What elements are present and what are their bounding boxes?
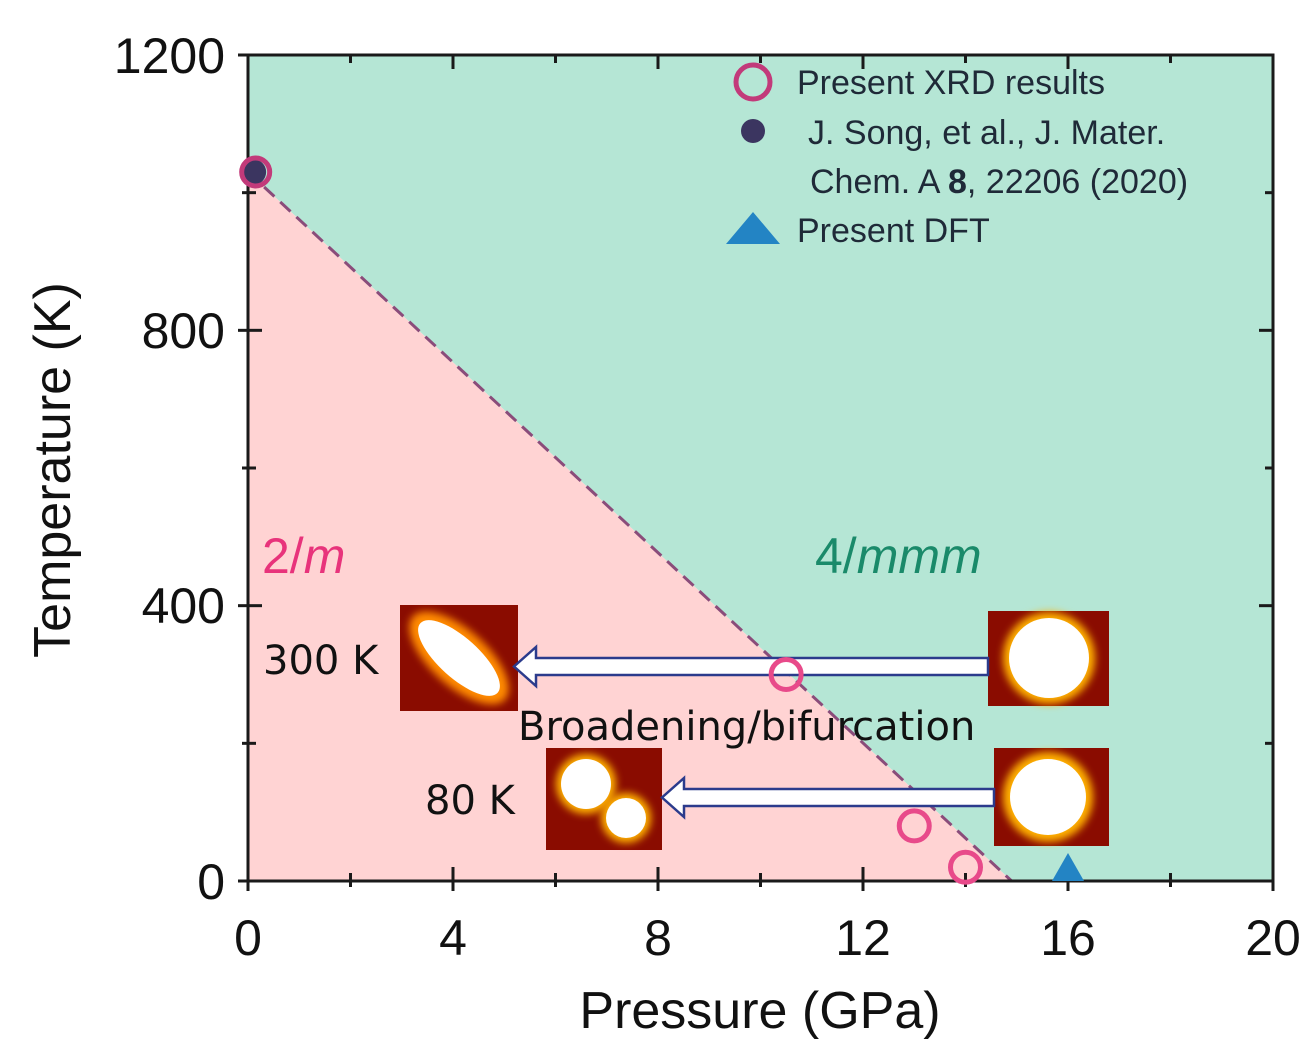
phase-label-4mmm: 4/mmm <box>815 528 982 584</box>
legend-label-song-line2: Chem. A 8, 22206 (2020) <box>810 163 1188 201</box>
data-point-dft <box>1052 853 1084 881</box>
x-axis-title: Pressure (GPa) <box>579 982 940 1040</box>
x-tick-label: 0 <box>234 910 262 966</box>
legend-marker-dft <box>726 212 780 244</box>
data-markers <box>239 155 1084 885</box>
y-tick-label: 1200 <box>114 28 225 84</box>
inset-300k-right <box>988 611 1109 706</box>
annotation-broadening: Broadening/bifurcation <box>518 704 975 750</box>
axes-frame <box>238 53 1275 891</box>
inset-300k-left <box>400 605 518 711</box>
legend-label-song-line1: J. Song, et al., J. Mater. <box>808 114 1165 152</box>
data-point-song <box>240 159 267 186</box>
annotation-80k: 80 K <box>425 778 517 824</box>
x-tick-label: 16 <box>1040 910 1096 966</box>
data-point-xrd <box>896 808 932 844</box>
data-point-xrd <box>948 849 983 885</box>
legend-label-xrd: Present XRD results <box>797 64 1105 102</box>
spot-core <box>418 620 500 696</box>
phase-boundary-line <box>246 170 1013 883</box>
phase-label-2m: 2/m <box>262 528 345 584</box>
annotation-300k: 300 K <box>263 638 380 684</box>
spot-core <box>1010 759 1086 835</box>
x-tick-label: 20 <box>1245 910 1301 966</box>
arrow-80k <box>660 775 996 820</box>
spot-core <box>561 759 611 809</box>
legend: Present XRD results J. Song, et al., J. … <box>726 62 1188 250</box>
spot-core <box>606 798 646 838</box>
x-tick-label: 4 <box>439 910 467 966</box>
arrow-300k <box>512 644 990 689</box>
data-point-xrd <box>768 657 804 692</box>
legend-marker-xrd <box>733 62 773 102</box>
y-axis-title: Temperature (K) <box>24 282 82 658</box>
inset-80k-left <box>546 748 662 850</box>
legend-marker-song <box>741 119 765 143</box>
x-tick-label: 12 <box>835 910 891 966</box>
y-tick-label: 400 <box>142 578 225 634</box>
x-tick-label: 8 <box>644 910 672 966</box>
inset-80k-right <box>994 748 1109 846</box>
y-tick-label: 800 <box>142 303 225 359</box>
y-tick-label: 0 <box>197 854 225 910</box>
x-tick-labels: 0 4 8 12 16 20 <box>234 910 1301 966</box>
spot-core <box>1009 618 1089 698</box>
y-tick-labels: 0 400 800 1200 <box>114 28 225 910</box>
legend-label-dft: Present DFT <box>797 212 990 250</box>
data-point-xrd <box>239 155 273 189</box>
axis-ticks <box>238 53 1275 891</box>
